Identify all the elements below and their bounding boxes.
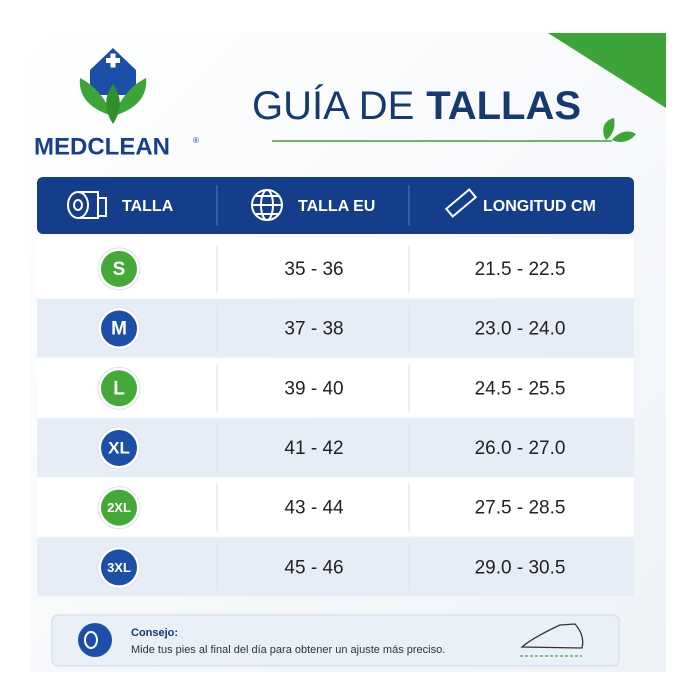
tape-icon xyxy=(67,191,107,219)
eu-size: 37 - 38 xyxy=(284,319,343,340)
eu-size: 45 - 46 xyxy=(284,557,343,578)
eu-size: 43 - 44 xyxy=(284,498,344,519)
size-label: XL xyxy=(108,438,130,457)
eu-size: 41 - 42 xyxy=(284,438,343,459)
size-badge xyxy=(101,429,137,466)
length-cm: 21.5 - 22.5 xyxy=(475,259,566,280)
size-badge xyxy=(101,250,137,287)
table-row: 3XL 45 - 46 29.0 - 30.5 xyxy=(37,537,634,597)
table-row: S 35 - 36 21.5 - 22.5 xyxy=(37,239,634,298)
length-cm: 24.5 - 25.5 xyxy=(475,378,566,399)
length-cm: 23.0 - 24.0 xyxy=(475,319,566,340)
size-badge xyxy=(101,489,137,526)
globe-icon xyxy=(251,189,283,221)
length-cm: 29.0 - 30.5 xyxy=(475,557,566,578)
table-row: XL 41 - 42 26.0 - 27.0 xyxy=(37,418,634,477)
eu-size: 35 - 36 xyxy=(284,259,343,280)
size-label: 2XL xyxy=(107,500,131,515)
corner-accent xyxy=(548,33,666,108)
header-cell: TALLA xyxy=(122,198,174,215)
size-badge xyxy=(101,370,137,407)
size-badge xyxy=(101,549,137,586)
header-cell: LONGITUD CM xyxy=(483,198,596,215)
title-light: GUÍA DE xyxy=(252,83,414,128)
size-label: S xyxy=(113,259,126,280)
size-badge xyxy=(101,310,137,347)
size-label: L xyxy=(113,378,125,399)
table-row: 2XL 43 - 44 27.5 - 28.5 xyxy=(37,477,634,537)
table-row: L 39 - 40 24.5 - 25.5 xyxy=(37,358,634,418)
title: GUÍA DE TALLAS xyxy=(252,83,581,128)
title-bold: TALLAS xyxy=(426,84,581,128)
size-label: 3XL xyxy=(107,560,131,575)
tip-box xyxy=(51,614,620,667)
table-row: M 37 - 38 23.0 - 24.0 xyxy=(37,298,634,358)
table-header xyxy=(37,177,634,234)
tip-icon-tape xyxy=(84,631,98,649)
tip-icon xyxy=(78,623,112,657)
logo-icon xyxy=(79,48,147,124)
tip-label: Consejo: xyxy=(131,627,178,639)
ruler-icon xyxy=(444,188,478,218)
header-cell: TALLA EU xyxy=(298,198,375,215)
brand-mark: ® xyxy=(193,136,199,145)
table-body: S 35 - 36 21.5 - 22.5 M 37 - 38 23.0 - 24.0 L 3… xyxy=(37,239,634,597)
eu-size: 39 - 40 xyxy=(284,378,343,399)
length-cm: 27.5 - 28.5 xyxy=(475,498,566,519)
tip-text: Mide tus pies al final del día para obte… xyxy=(131,644,445,656)
brand: MEDCLEAN xyxy=(34,133,170,160)
leaves-icon xyxy=(603,118,636,142)
length-cm: 26.0 - 27.0 xyxy=(475,438,566,459)
size-label: M xyxy=(111,319,127,340)
foot-icon xyxy=(520,623,584,657)
